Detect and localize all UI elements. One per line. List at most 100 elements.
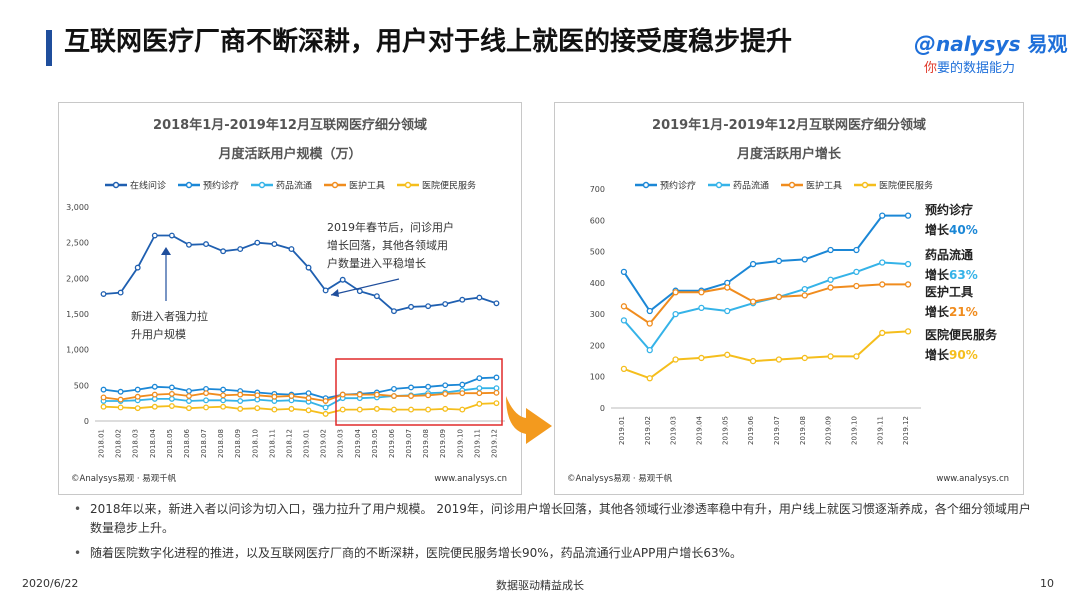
data-point (459, 390, 466, 397)
data-point (775, 257, 783, 265)
left-chart-panel: 2018年1月-2019年12月互联网医疗细分领域 月度活跃用户规模（万） 在线问诊… (58, 102, 522, 495)
data-point (476, 294, 483, 301)
data-point (391, 385, 397, 392)
annotation-arrowhead-icon (161, 247, 171, 255)
data-point (749, 357, 757, 365)
y-tick-label: 500 (590, 248, 605, 257)
annotation-text: 户数量进入平稳增长 (327, 256, 426, 270)
data-point (801, 285, 808, 293)
data-point (186, 393, 192, 399)
x-tick-label: 2019.10 (850, 416, 858, 445)
data-point (134, 405, 141, 412)
x-tick-label: 2019.03 (337, 429, 345, 458)
series-2 (620, 281, 912, 327)
data-point (801, 354, 808, 362)
source-label: ©Analysys易观 · 易观千帆 (567, 473, 673, 484)
footer-date: 2020/6/22 (22, 577, 79, 590)
x-tick-label: 2018.03 (132, 429, 140, 458)
data-point (879, 281, 886, 288)
data-point (442, 405, 449, 412)
legend-item: 在线问诊 (105, 180, 166, 192)
legend-item: 药品流通 (251, 180, 312, 192)
x-tick-label: 2019.12 (490, 429, 498, 458)
data-point (801, 292, 808, 299)
footer-slogan: 数据驱动精益成长 (496, 579, 584, 592)
legend-label: 预约诊疗 (660, 180, 696, 192)
data-point (373, 293, 380, 300)
data-point (186, 405, 192, 412)
summary-bullet: 随着医院数字化进程的推进，以及互联网医疗厂商的不断深耕，医院便民服务增长90%，… (72, 544, 1032, 563)
data-point (373, 405, 380, 412)
chart-subtitle: 月度活跃用户规模（万） (217, 146, 361, 162)
data-point (237, 405, 244, 412)
growth-label: 增长63% (925, 267, 978, 282)
y-tick-label: 100 (590, 373, 605, 382)
series-0 (100, 232, 500, 315)
data-point (254, 239, 261, 246)
y-tick-label: 600 (590, 216, 605, 225)
summary-bullet: 2018年以来，新进入者以问诊为切入口，强力拉升了用户规模。 2019年，问诊用… (72, 500, 1032, 538)
logo-swirl-icon: @ (914, 32, 936, 57)
legend-item: 药品流通 (708, 180, 769, 192)
data-point (827, 284, 834, 291)
data-point (620, 365, 628, 373)
y-tick-label: 2,000 (66, 274, 89, 283)
data-point (117, 396, 124, 403)
data-point (322, 287, 329, 294)
growth-label-prefix: 增长 (925, 304, 950, 319)
growth-label: 增长21% (925, 304, 978, 319)
data-point (168, 403, 175, 409)
data-point (220, 392, 227, 399)
data-point (100, 291, 107, 297)
data-point (305, 395, 312, 402)
data-point (827, 353, 834, 360)
data-point (220, 248, 227, 255)
x-tick-label: 2018.02 (115, 429, 123, 458)
data-point (134, 386, 141, 393)
y-tick-label: 700 (590, 185, 605, 194)
logo-brand: @nalysys 易观 (914, 28, 1067, 57)
x-tick-label: 2019.06 (388, 428, 396, 457)
x-tick-label: 2019.11 (876, 416, 884, 445)
data-point (288, 246, 295, 253)
annotation-text: 新进入者强力拉 (131, 309, 208, 323)
x-tick-label: 2018.05 (166, 429, 174, 458)
x-tick-label: 2018.01 (98, 429, 106, 458)
analysys-logo: @nalysys 易观 你要的数据能力 (914, 28, 1067, 76)
data-point (724, 284, 731, 291)
data-point (356, 406, 363, 413)
data-point (237, 398, 244, 404)
data-point (904, 212, 912, 219)
source-label: ©Analysys易观 · 易观千帆 (71, 473, 177, 484)
data-point (391, 406, 397, 413)
legend-marker (788, 181, 796, 189)
data-point (493, 385, 500, 392)
y-tick-label: 500 (74, 381, 89, 390)
x-tick-label: 2018.10 (251, 429, 259, 458)
logo-brand-name: nalysys (936, 32, 1021, 56)
data-point (168, 384, 175, 391)
data-point (356, 288, 363, 295)
data-point (373, 391, 380, 398)
data-point (322, 410, 329, 417)
x-tick-label: 2019.05 (371, 429, 379, 458)
x-tick-label: 2019.07 (773, 416, 781, 445)
legend-item: 医院便民服务 (854, 180, 933, 192)
legend-item: 预约诊疗 (635, 180, 696, 192)
data-point (186, 388, 192, 394)
legend-item: 医护工具 (324, 180, 385, 192)
growth-label-name: 药品流通 (925, 247, 973, 262)
data-point (271, 241, 278, 248)
data-point (459, 296, 466, 303)
legend-item: 医院便民服务 (397, 180, 476, 192)
x-tick-label: 2019.04 (695, 415, 703, 444)
data-point (100, 386, 107, 393)
data-point (100, 394, 107, 401)
data-point (151, 383, 158, 390)
x-tick-label: 2019.01 (618, 416, 626, 445)
legend-label: 医护工具 (806, 180, 842, 192)
chart-subtitle: 月度活跃用户增长 (736, 146, 842, 162)
data-point (322, 398, 329, 404)
data-point (288, 393, 295, 399)
